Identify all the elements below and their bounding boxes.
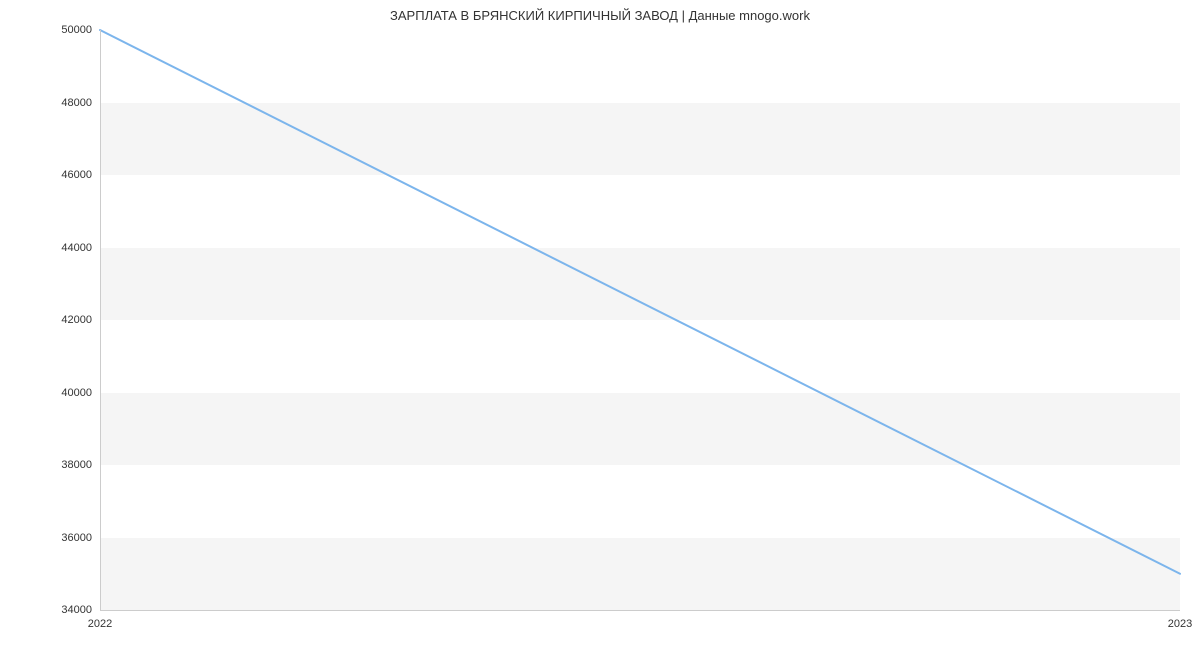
- x-tick-label: 2022: [88, 618, 112, 630]
- y-tick-label: 46000: [61, 169, 92, 181]
- y-tick-label: 38000: [61, 459, 92, 471]
- plot-area: 3400036000380004000042000440004600048000…: [100, 30, 1180, 610]
- y-tick-label: 40000: [61, 387, 92, 399]
- x-axis-line: [100, 610, 1180, 611]
- y-tick-label: 48000: [61, 97, 92, 109]
- y-tick-label: 44000: [61, 242, 92, 254]
- chart-title: ЗАРПЛАТА В БРЯНСКИЙ КИРПИЧНЫЙ ЗАВОД | Да…: [0, 8, 1200, 23]
- y-tick-label: 42000: [61, 314, 92, 326]
- line-layer: [100, 30, 1180, 610]
- y-tick-label: 36000: [61, 532, 92, 544]
- x-tick-label: 2023: [1168, 618, 1192, 630]
- y-tick-label: 50000: [61, 24, 92, 36]
- y-axis-line: [100, 30, 101, 610]
- y-tick-label: 34000: [61, 604, 92, 616]
- series-line: [100, 30, 1180, 574]
- chart-container: ЗАРПЛАТА В БРЯНСКИЙ КИРПИЧНЫЙ ЗАВОД | Да…: [0, 0, 1200, 650]
